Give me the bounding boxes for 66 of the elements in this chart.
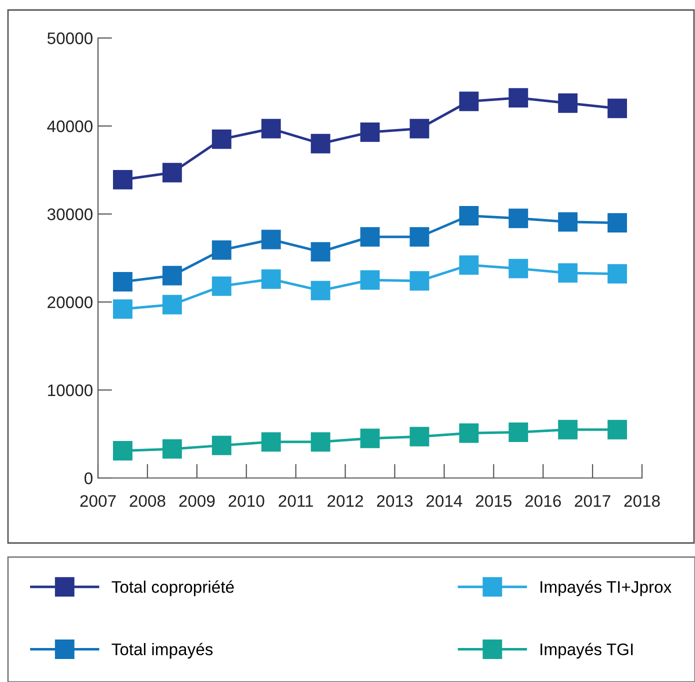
y-tick-label: 10000 [48,384,92,396]
point [608,213,627,233]
point [410,271,430,291]
legend-label: Total copropriété [112,580,234,596]
point [410,118,430,138]
x-tick-label: 2009 [179,495,215,507]
x-tick-label: 2016 [525,495,561,507]
point [261,118,281,138]
point [508,258,528,278]
point [558,263,578,283]
x-tick-label: 2015 [476,495,512,507]
x-tick-label: 2007 [80,495,116,507]
x-tick-label: 2018 [624,495,660,507]
point [212,129,232,149]
point [113,440,132,460]
point [508,208,528,228]
point [558,212,578,232]
point [410,227,430,247]
point [162,439,182,459]
point [310,134,330,154]
point [459,92,479,112]
point [261,269,281,289]
point [558,93,578,113]
point [113,299,132,319]
point [261,230,281,250]
point [508,422,528,442]
y-tick-label: 0 [84,472,92,484]
point [162,294,182,314]
point [459,423,479,443]
point [608,420,627,440]
legend-label: Impayés TI+Jprox [540,580,672,596]
x-tick-label: 2010 [228,495,264,507]
point [459,206,479,226]
point [558,420,578,440]
point [608,98,627,118]
point [310,280,330,300]
x-tick-label: 2012 [328,495,363,507]
point [162,266,182,286]
y-tick-label: 20000 [48,296,92,308]
point [360,227,380,247]
legend-label: Total impayés [112,642,213,659]
point [410,426,430,446]
point [212,240,232,260]
x-tick-label: 2017 [574,495,610,507]
legend-label: Impayés TGI [540,642,633,659]
y-tick-label: 30000 [47,208,92,220]
point [261,432,281,452]
x-tick-label: 2008 [130,495,166,507]
point [212,436,232,456]
y-tick-label: 50000 [47,32,92,44]
point [310,432,330,452]
point [310,242,330,262]
point [508,88,528,108]
x-tick-label: 2013 [377,495,413,507]
x-tick-label: 2011 [278,495,313,507]
point [608,264,627,284]
point [360,122,380,142]
point [212,276,232,296]
y-tick-label: 40000 [47,120,92,132]
point [113,170,132,190]
point [113,272,132,292]
point [360,428,380,448]
point [459,255,479,275]
point [360,270,380,290]
x-tick-label: 2014 [426,495,462,507]
point [162,162,182,182]
